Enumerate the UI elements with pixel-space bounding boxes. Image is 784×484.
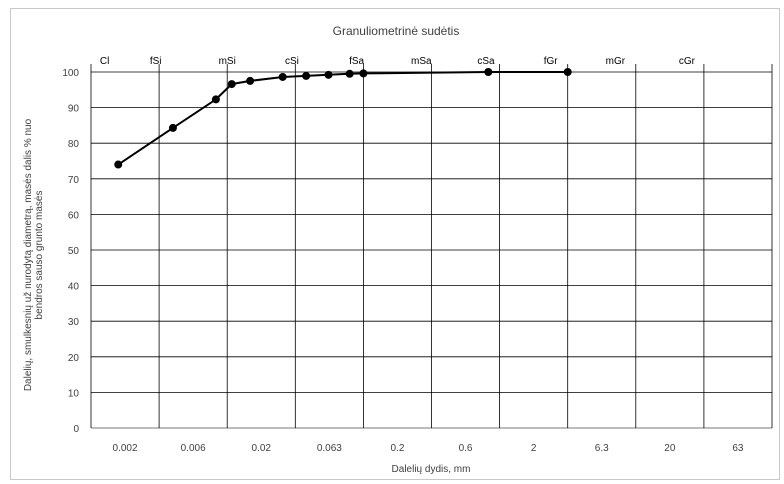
data-point xyxy=(359,69,368,78)
x-axis-label: Dalelių dydis, mm xyxy=(392,464,471,475)
y-tick-label: 100 xyxy=(62,68,79,79)
y-tick-label: 0 xyxy=(73,424,79,435)
x-tick-label: 0.063 xyxy=(317,443,342,454)
data-point xyxy=(246,76,255,85)
y-axis-label-line1: Dalelių, smulkesnių už nurodytą diametrą… xyxy=(23,118,34,391)
y-axis-label-line2: bendros sauso grunto masės xyxy=(34,191,45,320)
y-tick-label: 90 xyxy=(68,104,80,115)
x-tick-label: 20 xyxy=(664,443,676,454)
y-tick-labels: 0 10 20 30 40 50 60 70 80 90 100 xyxy=(62,68,79,435)
data-point xyxy=(211,95,220,104)
soil-class-label: fSa xyxy=(349,56,364,67)
soil-class-label: mSa xyxy=(411,56,432,67)
data-point xyxy=(484,68,493,76)
data-point xyxy=(227,80,236,89)
y-tick-label: 70 xyxy=(68,175,80,186)
data-point xyxy=(302,71,311,80)
soil-class-label: mSi xyxy=(219,56,236,67)
data-point xyxy=(324,70,333,79)
soil-class-label: mGr xyxy=(606,56,626,67)
data-point xyxy=(563,68,572,76)
soil-class-labels: Cl fSi mSi cSi fSa mSa cSa fGr mGr cGr xyxy=(100,56,696,67)
y-tick-label: 20 xyxy=(68,353,80,364)
data-point xyxy=(168,123,177,132)
grid xyxy=(90,64,773,429)
y-tick-label: 10 xyxy=(68,388,80,399)
x-tick-label: 0.006 xyxy=(181,443,206,454)
data-point xyxy=(278,72,287,81)
x-tick-labels: 0.002 0.006 0.02 0.063 0.2 0.6 2 6.3 20 63 xyxy=(113,443,744,454)
x-tick-label: 63 xyxy=(732,443,744,454)
chart-frame xyxy=(10,8,780,480)
data-point xyxy=(114,160,123,169)
x-tick-label: 6.3 xyxy=(595,443,609,454)
y-tick-label: 30 xyxy=(68,317,80,328)
soil-class-label: cGr xyxy=(679,56,696,67)
data-point xyxy=(345,69,354,78)
x-tick-label: 0.2 xyxy=(390,443,404,454)
x-tick-label: 0.002 xyxy=(113,443,138,454)
soil-class-label: fGr xyxy=(544,56,559,67)
soil-class-label: cSa xyxy=(477,56,495,67)
soil-class-label: cSi xyxy=(285,56,299,67)
y-tick-label: 40 xyxy=(68,282,80,293)
y-tick-label: 60 xyxy=(68,210,80,221)
y-tick-label: 80 xyxy=(68,139,80,150)
series-polyline xyxy=(117,71,568,166)
series-line xyxy=(114,68,572,169)
y-axis-label-group: Dalelių, smulkesnių už nurodytą diametrą… xyxy=(23,118,45,391)
soil-class-label: Cl xyxy=(100,56,109,67)
soil-class-label: fSi xyxy=(150,56,162,67)
y-tick-label: 50 xyxy=(68,246,80,257)
x-tick-label: 0.02 xyxy=(252,443,272,454)
x-tick-label: 0.6 xyxy=(459,443,473,454)
x-tick-label: 2 xyxy=(531,443,537,454)
chart-title: Granuliometrinė sudėtis xyxy=(333,24,460,38)
